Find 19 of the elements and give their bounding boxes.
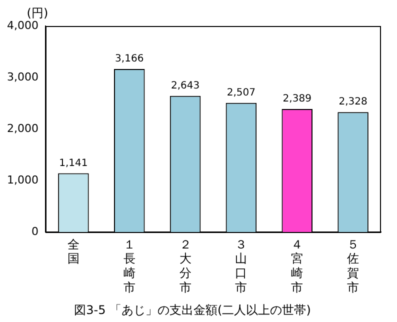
y-tick-label: 1,000 [6, 173, 38, 186]
y-tick-label: 4,000 [6, 18, 38, 32]
data-label: 2,507 [226, 87, 256, 98]
data-label: 2,328 [338, 96, 368, 108]
y-tick-label: 3,000 [6, 70, 38, 84]
data-label: 2,643 [170, 80, 200, 92]
y-axis-title: (円) [26, 6, 48, 20]
y-tick-label: 2,000 [6, 122, 38, 135]
x-tick-label: ２大分市 [179, 237, 192, 295]
x-tick-label: ３山口市 [235, 237, 248, 295]
x-tick-label: １長崎市 [123, 237, 136, 295]
x-tick-label: ４宮崎市 [291, 237, 304, 295]
text: 図3-5 「あじ」の支出金額(二人以上の世帯) [74, 302, 311, 317]
x-tick-label: 全国 [67, 237, 80, 266]
data-label: 1,141 [59, 158, 88, 169]
data-label: 3,166 [115, 54, 144, 65]
data-label: 2,389 [282, 94, 312, 105]
x-tick-label: ５佐賀市 [347, 237, 360, 295]
y-tick-label: 0 [31, 224, 38, 238]
